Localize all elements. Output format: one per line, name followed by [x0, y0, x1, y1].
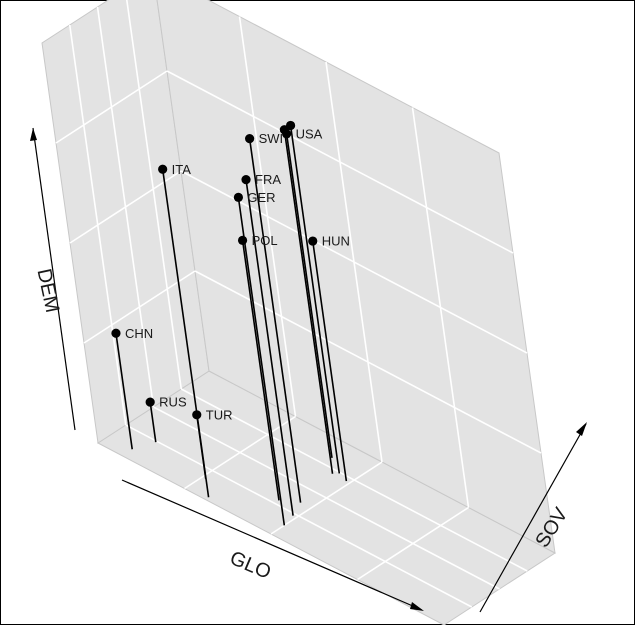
point-label: CHN: [125, 326, 153, 341]
y-axis-line: [479, 423, 587, 613]
data-point: [285, 120, 296, 131]
grid-line: [69, 170, 182, 244]
grid-line: [153, 406, 500, 590]
point-label: HUN: [322, 234, 350, 249]
drop-line: [285, 133, 333, 458]
data-point: [145, 397, 155, 407]
point-label: SWI: [259, 131, 284, 146]
data-point: [308, 236, 318, 246]
z-axis-line: [32, 127, 76, 431]
point-label: TUR: [206, 407, 233, 422]
data-point: [233, 192, 243, 202]
grid-line: [357, 506, 469, 581]
point-label: RUS: [159, 395, 187, 410]
data-point: [158, 164, 168, 174]
point-label: POL: [252, 233, 278, 248]
drop-line: [245, 179, 294, 516]
drop-lines: [115, 125, 348, 526]
drop-line: [289, 125, 341, 474]
data-point: [237, 235, 248, 245]
left-wall-panel: [41, 0, 210, 444]
point-label: FRA: [255, 172, 281, 187]
grid-line: [411, 107, 470, 508]
z-axis-title: DEM: [32, 267, 63, 315]
drop-line: [237, 197, 286, 526]
drop-line: [311, 240, 348, 482]
drop-line: [248, 138, 302, 503]
point-labels: ITA SWI FRA GER USA POL HUN CHN RUS TUR: [125, 126, 350, 422]
x-axis-title: GLO: [227, 547, 274, 584]
x-axis-arrowhead: [410, 602, 424, 611]
y-axis-arrowhead: [576, 422, 587, 436]
grid-line: [55, 70, 168, 144]
x-axis-line: [121, 479, 423, 611]
drop-line: [195, 414, 207, 479]
data-point: [111, 328, 121, 338]
point-label: ITA: [172, 162, 192, 177]
z-axis-arrowhead: [30, 128, 37, 141]
chart-panels: [41, 0, 556, 625]
point-label: GER: [247, 190, 275, 205]
drop-line: [283, 129, 334, 474]
point-label: USA: [296, 126, 323, 141]
data-points: [111, 120, 318, 420]
data-point: [241, 175, 251, 185]
grid-line: [166, 70, 514, 254]
drop-line: [115, 333, 134, 450]
drop-line: [149, 401, 157, 443]
grid-lines: [55, 0, 542, 608]
grid-line: [125, 0, 183, 390]
data-point: [192, 410, 202, 420]
drop-line: [241, 240, 280, 501]
data-point: [245, 134, 255, 144]
grid-line: [180, 388, 528, 572]
